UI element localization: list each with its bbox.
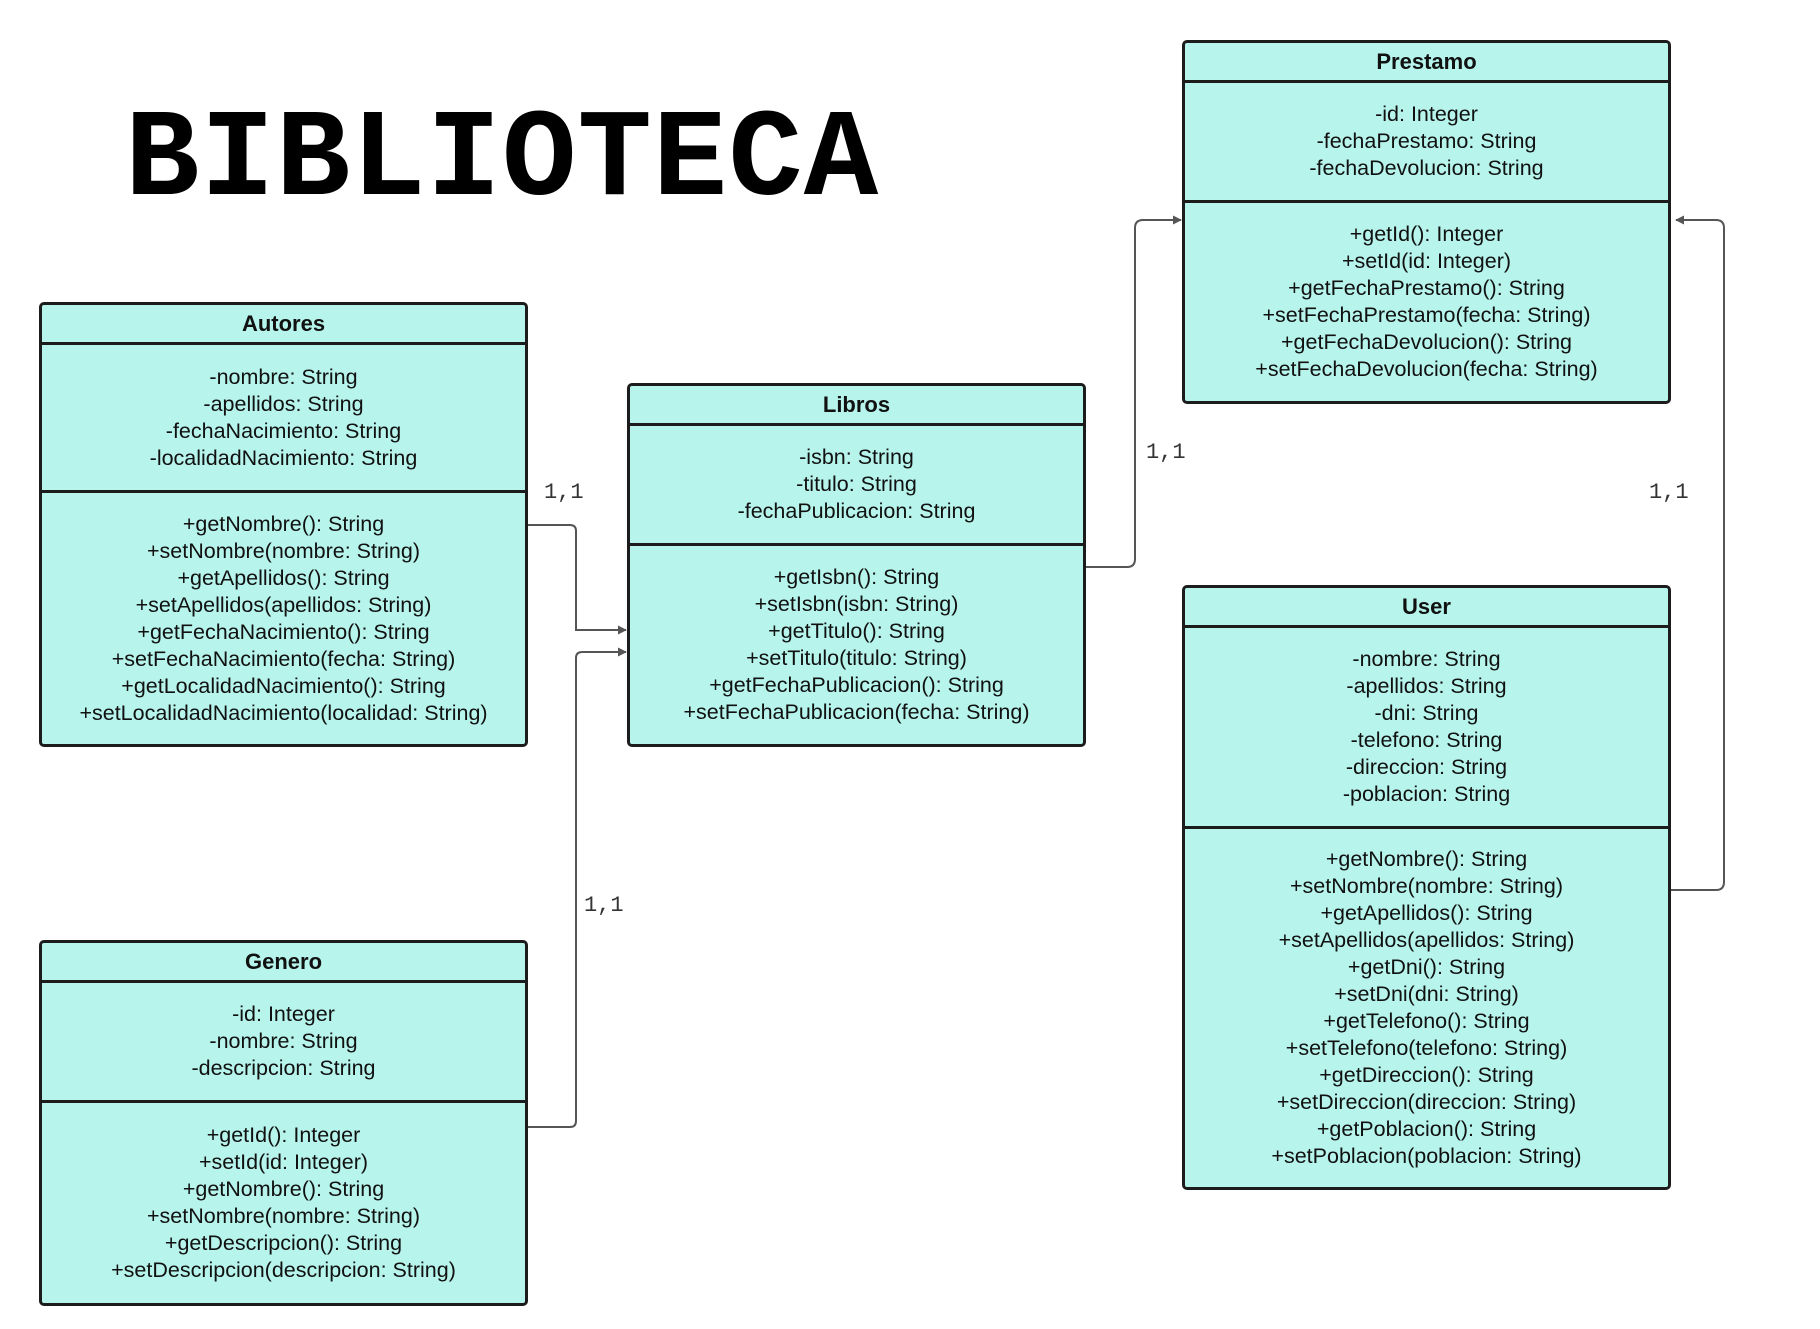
method: +setTitulo(titulo: String) [746, 646, 967, 670]
class-name: User [1185, 588, 1668, 628]
method: +setId(id: Integer) [1341, 249, 1512, 273]
multiplicity-genero-libros: 1,1 [584, 893, 624, 918]
connector-genero-libros [527, 647, 627, 1128]
method: +setDescripcion(descripcion: String) [111, 1258, 456, 1282]
method: +getFechaDevolucion(): String [1281, 330, 1572, 354]
attribute: -titulo: String [796, 472, 917, 496]
attribute: -apellidos: String [1346, 674, 1507, 698]
connector-autores-libros [527, 524, 627, 635]
class-name: Genero [42, 943, 525, 983]
attribute: -dni: String [1374, 701, 1479, 725]
method: +setNombre(nombre: String) [146, 538, 421, 563]
method: +getDescripcion(): String [164, 1231, 403, 1255]
attribute: -direccion: String [1345, 755, 1508, 779]
class-name: Libros [630, 386, 1083, 426]
method: +setApellidos(apellidos: String) [135, 592, 432, 617]
method: +setLocalidadNacimiento(localidad: Strin… [79, 700, 488, 725]
attribute: -nombre: String [209, 364, 358, 389]
attribute: -id: Integer [232, 1002, 335, 1026]
attribute: -id: Integer [1375, 102, 1478, 126]
method: +setDni(dni: String) [1334, 982, 1519, 1006]
attribute: -nombre: String [209, 1029, 358, 1053]
class-user[interactable]: User -nombre: String -apellidos: String … [1182, 585, 1671, 1190]
method: +getFechaPrestamo(): String [1288, 276, 1565, 300]
method: +getId(): Integer [206, 1123, 361, 1147]
method: +getIsbn(): String [773, 565, 940, 589]
methods-section: +getId(): Integer +setId(id: Integer) +g… [42, 1103, 525, 1303]
attribute: -telefono: String [1350, 728, 1503, 752]
method: +setApellidos(apellidos: String) [1278, 928, 1575, 952]
methods-section: +getId(): Integer +setId(id: Integer) +g… [1185, 203, 1668, 401]
method: +setFechaNacimiento(fecha: String) [111, 646, 456, 671]
method: +getDireccion(): String [1319, 1063, 1534, 1087]
attribute: -fechaNacimiento: String [165, 418, 402, 443]
attribute: -fechaPrestamo: String [1316, 129, 1537, 153]
method: +getNombre(): String [1325, 847, 1528, 871]
attribute: -fechaDevolucion: String [1309, 156, 1544, 180]
method: +setNombre(nombre: String) [146, 1204, 421, 1228]
method: +setFechaDevolucion(fecha: String) [1255, 357, 1598, 381]
class-prestamo[interactable]: Prestamo -id: Integer -fechaPrestamo: St… [1182, 40, 1671, 404]
method: +getApellidos(): String [177, 565, 390, 590]
class-libros[interactable]: Libros -isbn: String -titulo: String -fe… [627, 383, 1086, 747]
method: +setTelefono(telefono: String) [1285, 1036, 1568, 1060]
method: +setFechaPublicacion(fecha: String) [683, 700, 1030, 724]
class-name: Prestamo [1185, 43, 1668, 83]
method: +getApellidos(): String [1320, 901, 1533, 925]
attributes-section: -nombre: String -apellidos: String -fech… [42, 345, 525, 493]
method: +getTelefono(): String [1323, 1009, 1530, 1033]
method: +setIsbn(isbn: String) [754, 592, 959, 616]
method: +getFechaNacimiento(): String [137, 619, 430, 644]
connector-user-prestamo [1671, 215, 1725, 891]
attributes-section: -id: Integer -nombre: String -descripcio… [42, 983, 525, 1103]
method: +getId(): Integer [1349, 222, 1504, 246]
attributes-section: -nombre: String -apellidos: String -dni:… [1185, 628, 1668, 829]
multiplicity-autores-libros: 1,1 [544, 480, 584, 505]
method: +getFechaPublicacion(): String [709, 673, 1004, 697]
methods-section: +getIsbn(): String +setIsbn(isbn: String… [630, 546, 1083, 744]
multiplicity-user-prestamo: 1,1 [1649, 480, 1689, 505]
method: +setNombre(nombre: String) [1289, 874, 1564, 898]
attributes-section: -isbn: String -titulo: String -fechaPubl… [630, 426, 1083, 546]
multiplicity-libros-prestamo: 1,1 [1146, 440, 1186, 465]
connector-libros-prestamo [1085, 215, 1182, 568]
attribute: -isbn: String [799, 445, 914, 469]
attribute: -fechaPublicacion: String [737, 499, 976, 523]
method: +getTitulo(): String [768, 619, 945, 643]
method: +getLocalidadNacimiento(): String [121, 673, 446, 698]
method: +getPoblacion(): String [1316, 1117, 1537, 1141]
attribute: -descripcion: String [191, 1056, 376, 1080]
attribute: -nombre: String [1352, 647, 1501, 671]
method: +setDireccion(direccion: String) [1276, 1090, 1577, 1114]
methods-section: +getNombre(): String +setNombre(nombre: … [42, 493, 525, 744]
class-name: Autores [42, 305, 525, 345]
method: +setPoblacion(poblacion: String) [1271, 1144, 1582, 1168]
method: +getNombre(): String [182, 1177, 385, 1201]
method: +getNombre(): String [182, 511, 385, 536]
diagram-title: BIBLIOTECA [125, 92, 880, 232]
method: +setFechaPrestamo(fecha: String) [1262, 303, 1591, 327]
attributes-section: -id: Integer -fechaPrestamo: String -fec… [1185, 83, 1668, 203]
method: +setId(id: Integer) [198, 1150, 369, 1174]
attribute: -poblacion: String [1342, 782, 1511, 806]
class-genero[interactable]: Genero -id: Integer -nombre: String -des… [39, 940, 528, 1306]
method: +getDni(): String [1347, 955, 1506, 979]
attribute: -localidadNacimiento: String [149, 445, 418, 470]
attribute: -apellidos: String [203, 391, 364, 416]
class-autores[interactable]: Autores -nombre: String -apellidos: Stri… [39, 302, 528, 747]
methods-section: +getNombre(): String +setNombre(nombre: … [1185, 829, 1668, 1187]
